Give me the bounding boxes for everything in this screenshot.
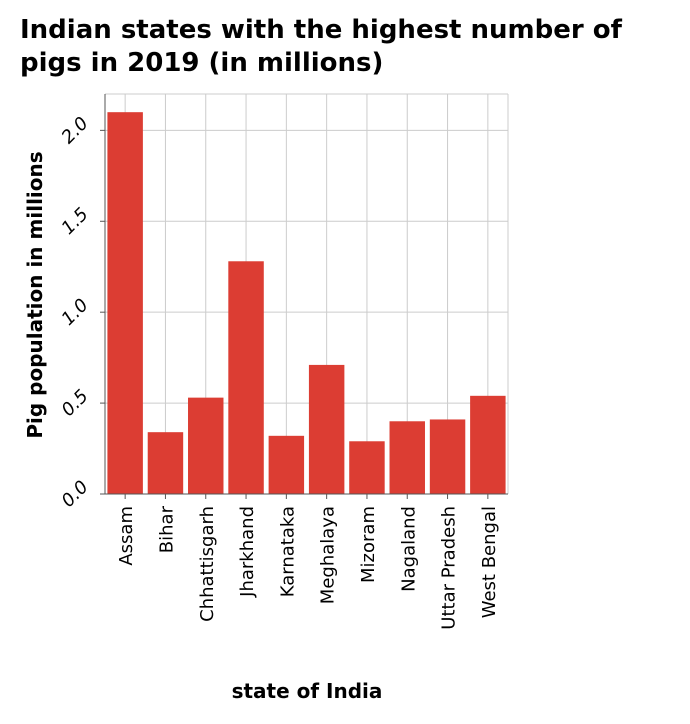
x-tick-label: West Bengal (479, 506, 500, 618)
y-tick-label: 2.0 (58, 113, 93, 148)
x-tick-label: Meghalaya (318, 506, 339, 604)
bar-mizoram (349, 441, 385, 494)
x-tick-label: Uttar Pradesh (439, 506, 460, 630)
chart-title-line-1: Indian states with the highest number of (20, 15, 622, 45)
bar-meghalaya (308, 364, 345, 494)
bar-chhattisgarh (188, 397, 224, 494)
chart-title-line-2: pigs in 2019 (in millions) (20, 48, 384, 78)
y-tick-label: 0.0 (58, 477, 93, 512)
bar-jharkhand (228, 261, 264, 494)
y-tick-labels: 0.0 0.5 1.0 1.5 2.0 (58, 113, 93, 512)
x-tick-label: Nagaland (398, 506, 419, 592)
bar-uttar-pradesh (429, 419, 466, 494)
x-tick-label: Bihar (156, 505, 177, 553)
x-tick-labels: Assam Bihar Chhattisgarh Jharkhand Karnataka… (116, 505, 500, 629)
axes (100, 94, 508, 499)
x-tick-label: Mizoram (358, 506, 379, 583)
x-axis-label: state of India (232, 679, 383, 703)
y-tick-label: 0.5 (58, 386, 93, 421)
x-tick-label: Jharkhand (237, 506, 258, 598)
chart-title: Indian states with the highest number of… (20, 14, 680, 80)
bar-nagaland (389, 421, 425, 494)
y-tick-label: 1.5 (58, 204, 93, 239)
y-tick-label: 1.0 (58, 295, 93, 330)
x-tick-label: Assam (116, 506, 137, 566)
bars (107, 112, 506, 494)
x-tick-label: Chhattisgarh (197, 506, 218, 622)
bar-karnataka (268, 435, 305, 494)
bar-bihar (147, 432, 184, 494)
bar-assam (107, 112, 143, 494)
bar-west-bengal (470, 395, 506, 494)
y-axis-label: Pig population in millions (23, 151, 47, 438)
x-tick-label: Karnataka (277, 506, 298, 597)
